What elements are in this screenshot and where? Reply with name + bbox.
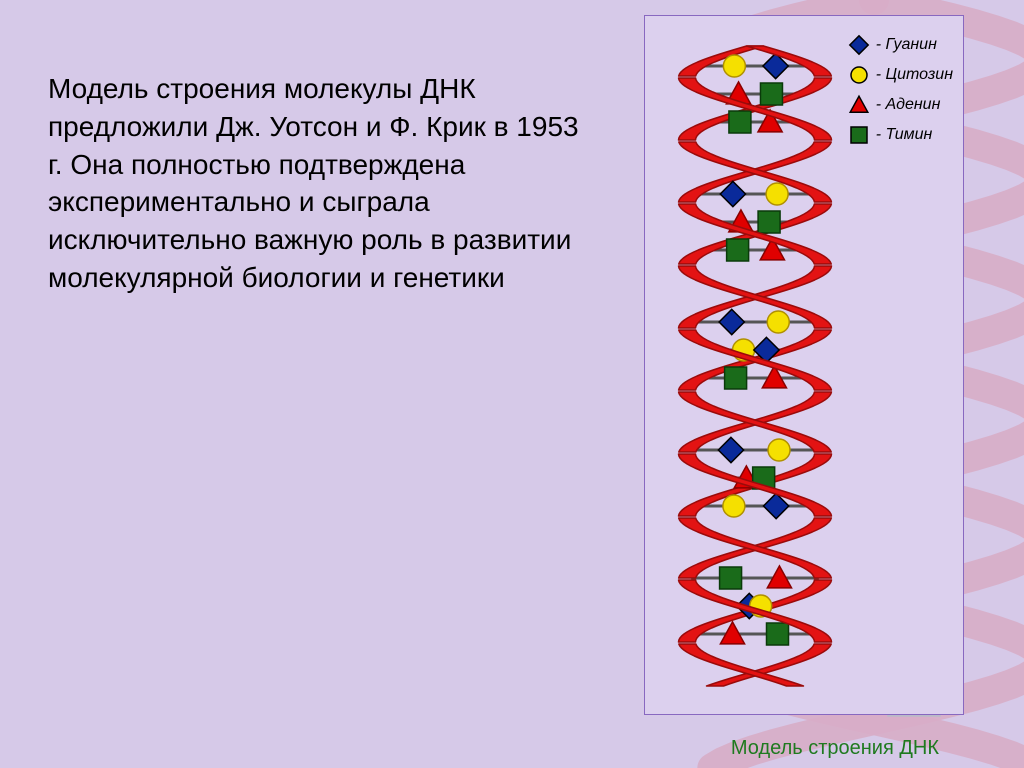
legend-label: - Тимин bbox=[876, 126, 933, 144]
legend-label: - Цитозин bbox=[876, 66, 953, 84]
legend-item: - Гуанин bbox=[848, 34, 953, 56]
legend-item: - Цитозин bbox=[848, 64, 953, 86]
diagram-caption: Модель строения ДНК bbox=[731, 737, 939, 760]
цитозин-icon bbox=[848, 64, 870, 86]
legend-label: - Гуанин bbox=[876, 36, 937, 54]
dna-diagram-panel: - Гуанин - Цитозин - Аденин - Тимин bbox=[644, 15, 964, 715]
legend-item: - Аденин bbox=[848, 94, 953, 116]
аденин-icon bbox=[848, 94, 870, 116]
body-text: Модель строения молекулы ДНК предложили … bbox=[48, 70, 588, 297]
dna-helix bbox=[655, 26, 855, 706]
гуанин-icon bbox=[848, 34, 870, 56]
legend-label: - Аденин bbox=[876, 96, 941, 114]
тимин-icon bbox=[848, 124, 870, 146]
legend: - Гуанин - Цитозин - Аденин - Тимин bbox=[848, 34, 953, 154]
legend-item: - Тимин bbox=[848, 124, 953, 146]
